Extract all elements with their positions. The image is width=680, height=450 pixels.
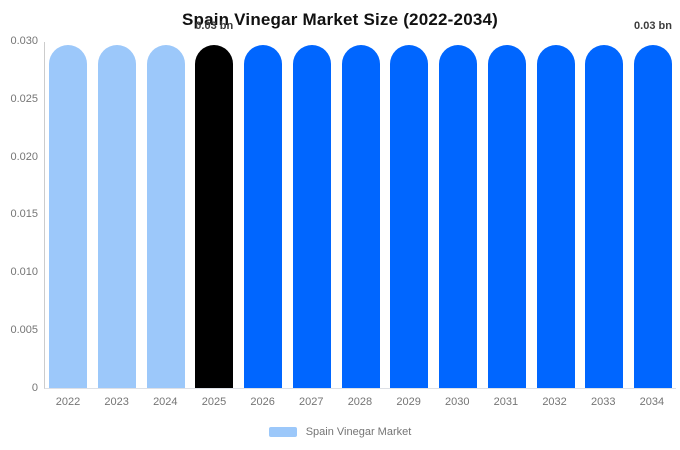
bar-2029[interactable] xyxy=(390,45,429,388)
x-tick-2025: 2025 xyxy=(201,396,227,408)
x-tick-2026: 2026 xyxy=(250,396,275,408)
x-tick-2033: 2033 xyxy=(590,396,616,408)
legend-item-spain-vinegar-market[interactable]: Spain Vinegar Market xyxy=(268,426,412,438)
bar-2032[interactable] xyxy=(536,45,575,388)
y-tick-0.005: 0.005 xyxy=(10,324,38,337)
bar-2027[interactable] xyxy=(292,45,331,388)
bar-2030[interactable] xyxy=(439,45,477,388)
x-tick-2031: 2031 xyxy=(493,396,519,408)
x-tick-2022: 2022 xyxy=(55,396,81,408)
x-tick-2024: 2024 xyxy=(153,396,178,408)
bar-2033[interactable] xyxy=(585,45,624,388)
annotation-2025: 0.03 bn xyxy=(195,20,234,32)
bar-2034[interactable] xyxy=(634,45,672,388)
y-tick-0.010: 0.010 xyxy=(10,266,38,279)
bar-2023[interactable] xyxy=(97,45,136,388)
bar-2025[interactable] xyxy=(195,45,234,388)
bar-2024[interactable] xyxy=(146,45,185,388)
chart-title: Spain Vinegar Market Size (2022-2034) xyxy=(181,10,499,29)
y-tick-0.030: 0.030 xyxy=(10,35,38,47)
bar-2026[interactable] xyxy=(244,45,282,388)
y-tick-0: 0 xyxy=(31,381,38,394)
bar-2028[interactable] xyxy=(341,45,380,388)
bar-2031[interactable] xyxy=(487,45,526,388)
x-tick-2023: 2023 xyxy=(104,396,129,408)
y-tick-0.020: 0.020 xyxy=(10,150,38,163)
y-tick-0.025: 0.025 xyxy=(10,92,38,105)
x-tick-2032: 2032 xyxy=(542,396,567,408)
x-tick-2034: 2034 xyxy=(639,396,665,408)
annotation-2034: 0.03 bn xyxy=(634,20,672,32)
x-tick-2027: 2027 xyxy=(299,396,324,408)
bar-2022[interactable] xyxy=(49,45,87,388)
legend-label: Spain Vinegar Market xyxy=(305,426,412,438)
x-tick-2028: 2028 xyxy=(347,396,373,408)
x-axis: 2022 2023 2024 2025 2026 2027 2028 2029 2030 2031… xyxy=(44,396,676,408)
x-tick-2030: 2030 xyxy=(445,396,470,408)
plot-area xyxy=(44,42,676,389)
legend-swatch xyxy=(268,427,297,437)
legend: Spain Vinegar Market xyxy=(0,426,680,438)
y-axis: 0.030 0.025 0.020 0.015 0.010 0.005 0 xyxy=(0,35,38,395)
x-tick-2029: 2029 xyxy=(396,396,421,408)
y-tick-0.015: 0.015 xyxy=(10,208,38,221)
